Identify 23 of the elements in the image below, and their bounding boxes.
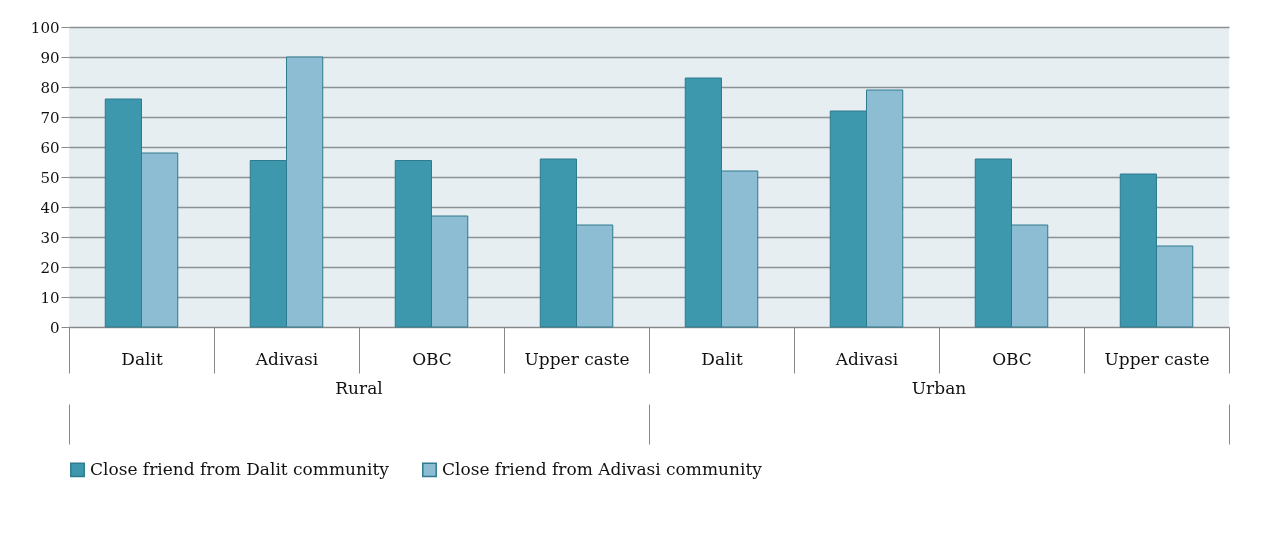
x-tick-label: Upper caste (1104, 348, 1210, 369)
x-tick-label: OBC (992, 348, 1032, 369)
y-tick-label: 30 (40, 228, 60, 247)
x-tick-label: Upper caste (524, 348, 630, 369)
y-tick-label: 40 (40, 198, 60, 217)
x-tick-label: Dalit (121, 348, 163, 369)
y-tick-label: 0 (49, 318, 60, 337)
text: Rural (335, 378, 383, 398)
text: Urban (911, 378, 967, 398)
y-tick-label: 10 (40, 288, 60, 307)
y-tick-label: 90 (40, 48, 60, 67)
x-tick-label: Adivasi (254, 348, 319, 369)
y-tick-label: 60 (40, 138, 60, 157)
y-tick-label: 50 (40, 168, 60, 187)
x-tick-label: Dalit (701, 348, 743, 369)
x-tick-label: OBC (412, 348, 452, 369)
y-tick-label: 100 (30, 18, 60, 37)
x-tick-label: Adivasi (834, 348, 899, 369)
y-tick-label: 20 (40, 258, 60, 277)
legend-label: Close friend from Dalit community (90, 458, 390, 479)
legend-label: Close friend from Adivasi community (442, 458, 763, 479)
y-tick-label: 70 (40, 108, 60, 127)
y-tick-label: 80 (40, 78, 60, 97)
